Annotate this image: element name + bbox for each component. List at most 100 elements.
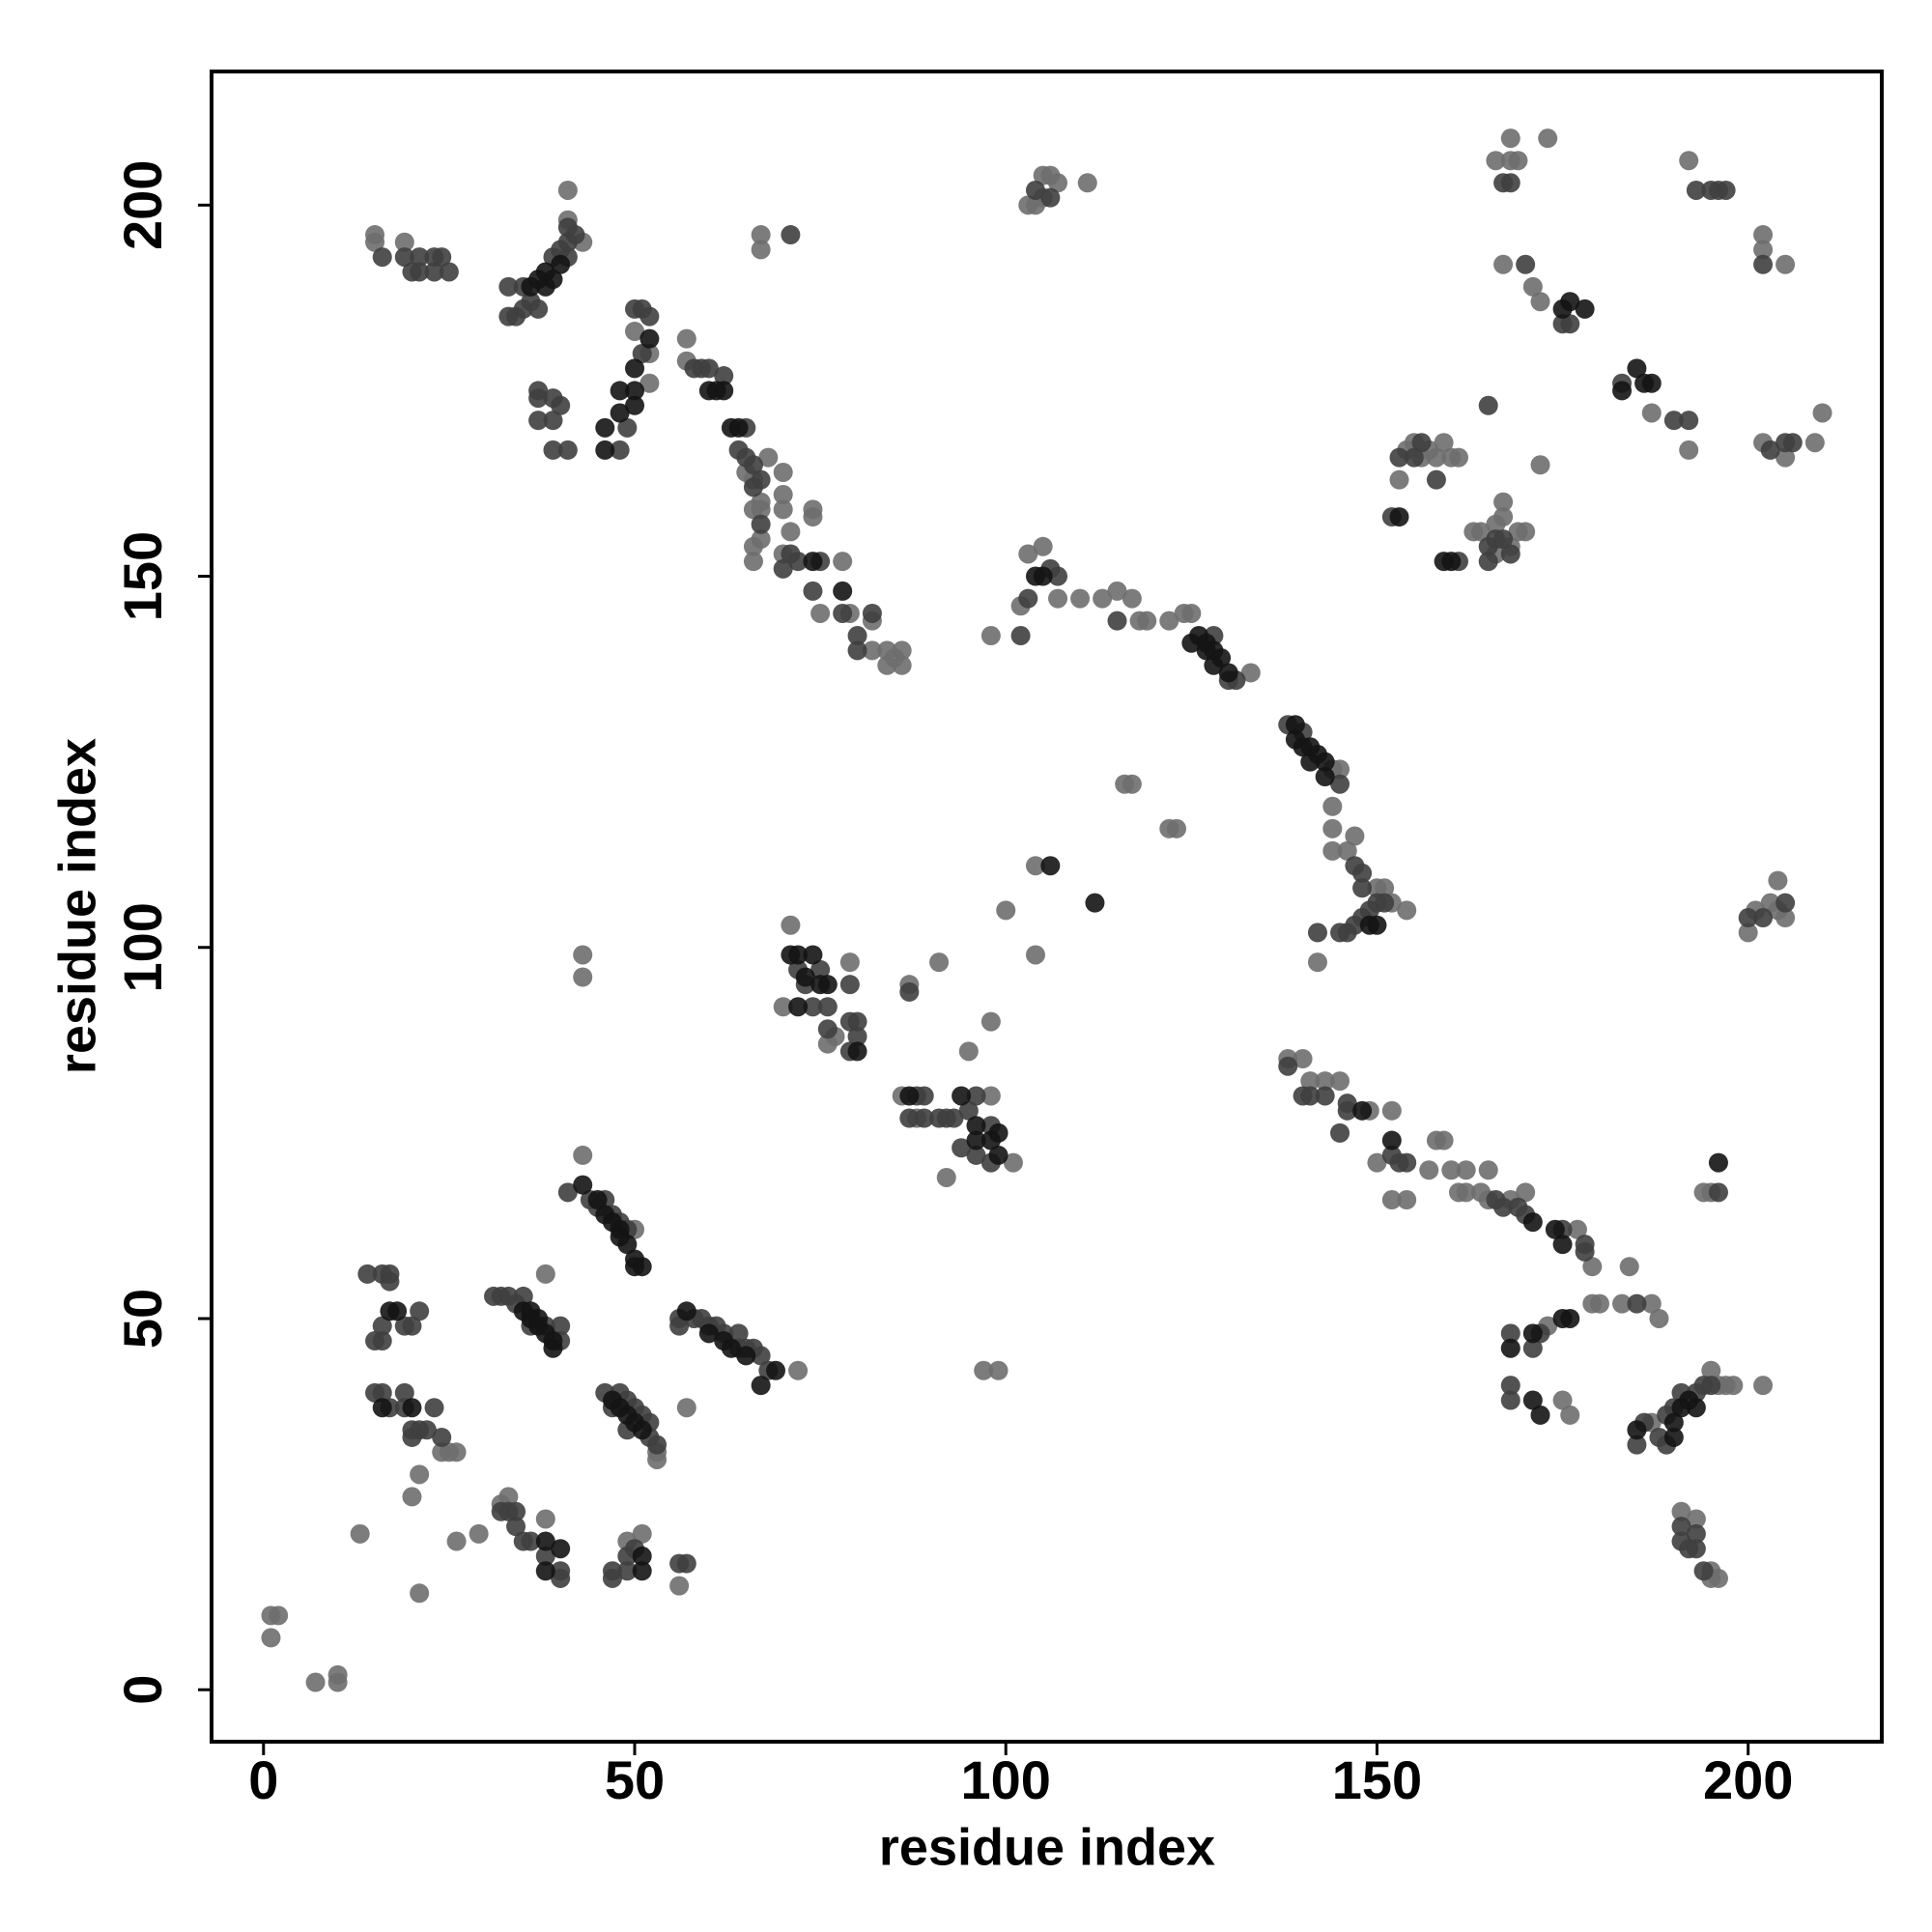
point (1315, 1086, 1335, 1106)
point (1552, 1235, 1573, 1255)
point (1530, 455, 1550, 475)
point (914, 1108, 934, 1128)
point (847, 1011, 867, 1032)
point (1389, 447, 1409, 468)
point (1686, 1523, 1706, 1544)
point (1627, 1293, 1647, 1314)
point (1448, 447, 1468, 468)
point (974, 1360, 994, 1380)
point (980, 626, 1001, 646)
point (565, 225, 585, 245)
point (1686, 1398, 1706, 1418)
point (1315, 767, 1335, 787)
point (372, 1316, 392, 1336)
point (773, 499, 793, 520)
point (543, 411, 563, 431)
point (1315, 1071, 1335, 1092)
point (1441, 1160, 1462, 1180)
y-axis-label: residue index (48, 738, 106, 1074)
point (1033, 536, 1053, 556)
point (1552, 1308, 1573, 1328)
point (1307, 952, 1327, 973)
point (1753, 1376, 1774, 1396)
point (721, 1338, 741, 1358)
point (639, 306, 660, 327)
point (966, 1130, 986, 1151)
point (810, 603, 831, 623)
x-tick-label: 100 (961, 1749, 1051, 1810)
point (966, 1145, 986, 1165)
point (446, 1531, 467, 1551)
point (1381, 1130, 1402, 1151)
point (632, 344, 652, 364)
point (743, 477, 763, 497)
point (557, 440, 578, 460)
point (1486, 151, 1506, 171)
point (788, 552, 809, 572)
point (1522, 1323, 1543, 1344)
point (506, 1517, 526, 1537)
point (1812, 403, 1833, 423)
point (980, 1011, 1001, 1032)
point (728, 1323, 749, 1344)
point (1493, 254, 1514, 274)
point (1322, 818, 1343, 838)
point (446, 1442, 467, 1463)
point (1641, 403, 1662, 423)
point (1500, 1390, 1520, 1410)
point (817, 1019, 838, 1039)
point (1389, 469, 1409, 490)
point (625, 395, 645, 415)
point (521, 276, 541, 297)
point (1330, 923, 1350, 943)
point (1093, 588, 1113, 609)
point (899, 1108, 920, 1128)
point (781, 225, 801, 245)
point (1679, 411, 1699, 431)
point (1641, 373, 1662, 393)
point (1285, 715, 1305, 735)
point (410, 1301, 430, 1321)
point (892, 655, 912, 675)
point (535, 1546, 555, 1566)
point (892, 640, 912, 661)
point (1040, 856, 1061, 876)
point (803, 581, 823, 601)
point (847, 640, 867, 661)
point (535, 1264, 555, 1284)
point (602, 1561, 622, 1581)
point (1493, 1197, 1514, 1217)
point (387, 1301, 408, 1321)
point (862, 640, 882, 661)
point (573, 1175, 593, 1195)
point (803, 997, 823, 1017)
point (1716, 180, 1736, 200)
point (1493, 492, 1514, 512)
point (1478, 395, 1498, 415)
point (1159, 611, 1179, 631)
point (751, 1376, 771, 1396)
point (528, 388, 549, 409)
point (1211, 648, 1232, 668)
point (773, 997, 793, 1017)
point (988, 1122, 1009, 1143)
point (617, 417, 638, 438)
point (669, 1576, 690, 1596)
point (372, 247, 392, 268)
point (1456, 1182, 1476, 1203)
point (1322, 796, 1343, 816)
point (1352, 863, 1373, 883)
point (1181, 603, 1202, 623)
point (847, 1041, 867, 1062)
point (1560, 1405, 1580, 1425)
point (1300, 1071, 1321, 1092)
point (535, 1561, 555, 1581)
y-tick-label: 150 (112, 531, 173, 621)
point (632, 1561, 652, 1581)
point (410, 247, 430, 268)
point (676, 1398, 696, 1418)
point (1397, 900, 1417, 921)
point (1641, 1293, 1662, 1314)
point (625, 358, 645, 379)
point (833, 603, 853, 623)
